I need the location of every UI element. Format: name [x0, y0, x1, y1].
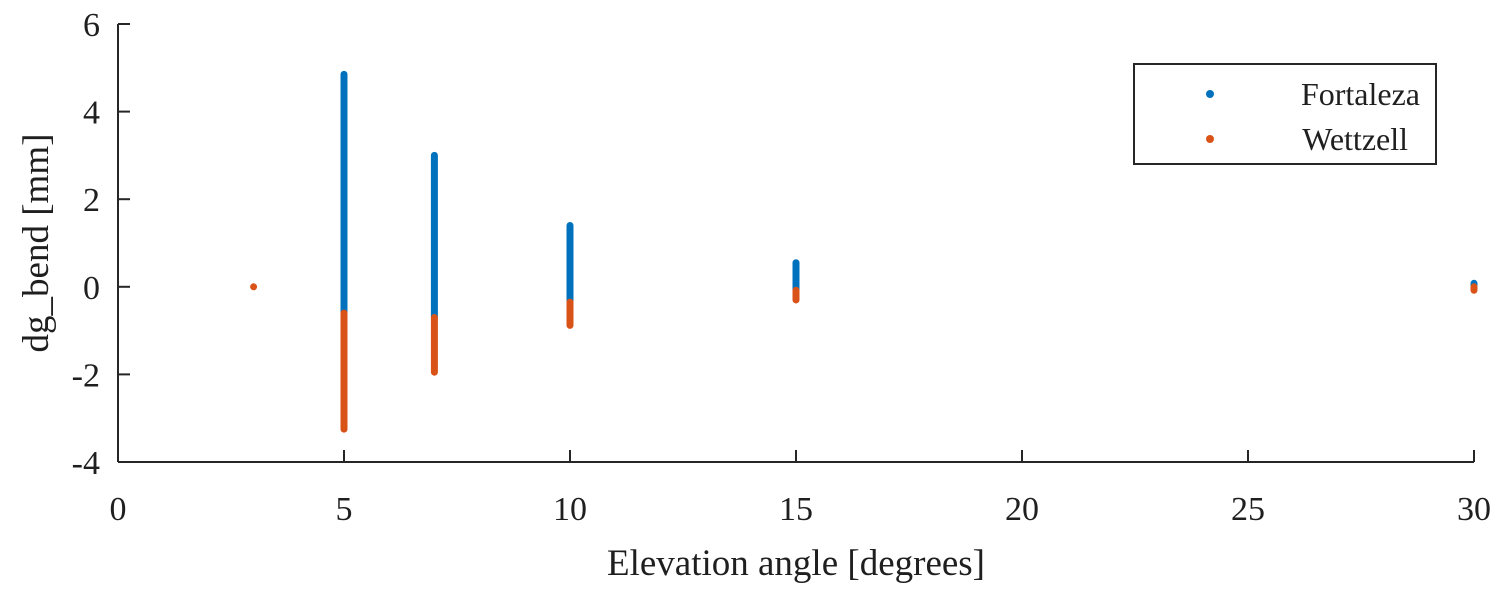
legend-label-wettzell: Wettzell — [1302, 121, 1408, 157]
data-point-wettzell — [250, 283, 258, 291]
x-tick-label: 15 — [779, 491, 813, 528]
x-tick-label: 30 — [1457, 491, 1491, 528]
x-tick-label: 25 — [1231, 491, 1265, 528]
x-tick-label: 0 — [110, 491, 127, 528]
legend-marker-wettzell — [1206, 135, 1214, 143]
series-wettzell — [250, 283, 1478, 433]
y-tick-label: 4 — [83, 95, 100, 132]
x-tick-label: 10 — [553, 491, 587, 528]
x-tick-label: 5 — [336, 491, 353, 528]
series-layer — [250, 70, 1478, 433]
x-ticks: 0 5 10 15 20 25 30 — [110, 450, 1491, 528]
legend-label-fortaleza: Fortaleza — [1301, 76, 1420, 112]
legend-box — [1133, 63, 1437, 165]
y-ticks: -4 -2 0 2 4 6 — [72, 7, 130, 482]
x-tick-label: 20 — [1005, 491, 1039, 528]
x-axis-label: Elevation angle [degrees] — [607, 543, 985, 584]
y-tick-label: 6 — [83, 7, 100, 44]
legend: Fortaleza Wettzell — [1133, 63, 1437, 165]
legend-marker-fortaleza — [1206, 90, 1214, 98]
y-tick-label: -4 — [72, 445, 100, 482]
plot-area: 0 5 10 15 20 25 30 -4 -2 0 2 4 6 — [72, 7, 1491, 528]
y-tick-label: 0 — [83, 270, 100, 307]
y-axis-label: dg_bend [mm] — [16, 134, 57, 353]
y-tick-label: 2 — [83, 182, 100, 219]
y-tick-label: -2 — [72, 357, 100, 394]
